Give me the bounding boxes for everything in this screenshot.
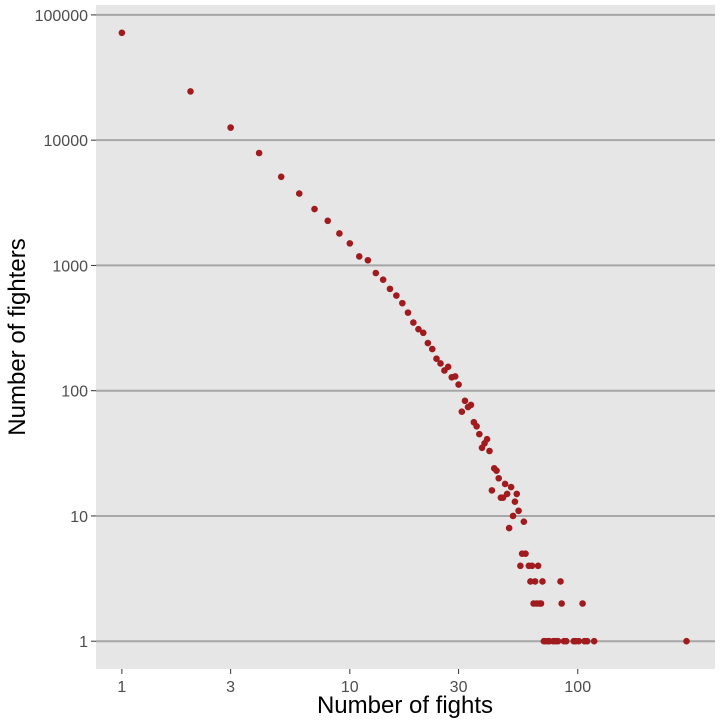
data-point	[575, 637, 583, 645]
data-point	[393, 292, 400, 299]
data-point	[590, 637, 598, 645]
data-point	[444, 363, 452, 371]
data-point	[433, 355, 440, 363]
data-point	[509, 512, 517, 520]
data-point	[461, 397, 469, 405]
y-tick-label: 10	[70, 509, 88, 526]
data-point	[531, 578, 539, 585]
data-point	[364, 256, 372, 264]
data-point	[493, 467, 500, 474]
data-point	[277, 173, 285, 181]
data-point	[522, 550, 529, 557]
y-grid	[96, 13, 715, 643]
data-point	[501, 480, 509, 488]
data-point	[355, 253, 363, 260]
data-point	[528, 562, 536, 570]
data-point	[517, 562, 524, 570]
data-point	[295, 190, 303, 197]
data-point	[324, 217, 332, 225]
data-point	[505, 524, 513, 532]
data-point	[458, 408, 466, 415]
data-point	[336, 230, 343, 237]
data-point	[539, 578, 546, 585]
data-point	[227, 124, 234, 131]
data-point	[455, 381, 462, 388]
y-axis: 1 10 100 1000 10000 100000	[35, 8, 96, 651]
data-points	[118, 29, 690, 645]
y-tick-label: 1	[79, 634, 88, 651]
data-point	[527, 578, 534, 585]
data-point	[451, 373, 459, 380]
data-point	[495, 474, 503, 482]
data-point	[683, 637, 690, 645]
data-point	[419, 329, 427, 337]
data-point	[562, 637, 570, 645]
data-point	[424, 339, 432, 347]
y-tick-label: 10000	[44, 133, 89, 150]
x-tick-label: 100	[564, 679, 591, 696]
data-point	[503, 490, 511, 498]
data-point	[118, 29, 126, 37]
data-point	[537, 600, 545, 607]
data-point	[399, 299, 406, 307]
data-point	[515, 507, 522, 515]
data-point	[557, 578, 564, 585]
y-axis-title: Number of fighters	[4, 238, 31, 435]
plot-panel	[96, 5, 715, 669]
data-point	[486, 447, 493, 455]
x-tick-label: 1	[117, 679, 126, 696]
data-point	[386, 285, 394, 293]
data-point	[476, 430, 483, 438]
data-point	[311, 205, 318, 213]
data-point	[554, 637, 562, 645]
data-point	[346, 240, 354, 247]
data-point	[467, 401, 475, 409]
data-point	[379, 276, 387, 283]
y-tick-label: 100000	[35, 8, 88, 25]
data-point	[437, 360, 444, 367]
data-point	[372, 269, 380, 277]
x-tick-label: 3	[226, 679, 235, 696]
x-axis-title: Number of fights	[317, 692, 493, 719]
data-point	[579, 600, 586, 607]
data-point	[507, 483, 515, 491]
data-point	[558, 600, 565, 607]
data-point	[187, 88, 194, 95]
data-point	[534, 562, 542, 570]
data-point	[511, 498, 519, 505]
data-point	[520, 518, 528, 525]
x-tick-label: 10	[341, 679, 359, 696]
data-point	[404, 309, 412, 316]
y-tick-label: 1000	[52, 258, 88, 275]
y-tick-label: 100	[61, 384, 88, 401]
data-point	[428, 345, 436, 353]
x-axis: 1 3 10 30 100	[117, 669, 591, 696]
data-point	[473, 422, 480, 430]
data-point	[483, 435, 491, 443]
x-tick-label: 30	[450, 679, 468, 696]
data-point	[513, 490, 521, 498]
data-point	[415, 325, 422, 333]
data-point	[410, 319, 417, 326]
data-point	[488, 487, 496, 494]
data-point	[583, 637, 591, 645]
data-point	[255, 149, 263, 157]
